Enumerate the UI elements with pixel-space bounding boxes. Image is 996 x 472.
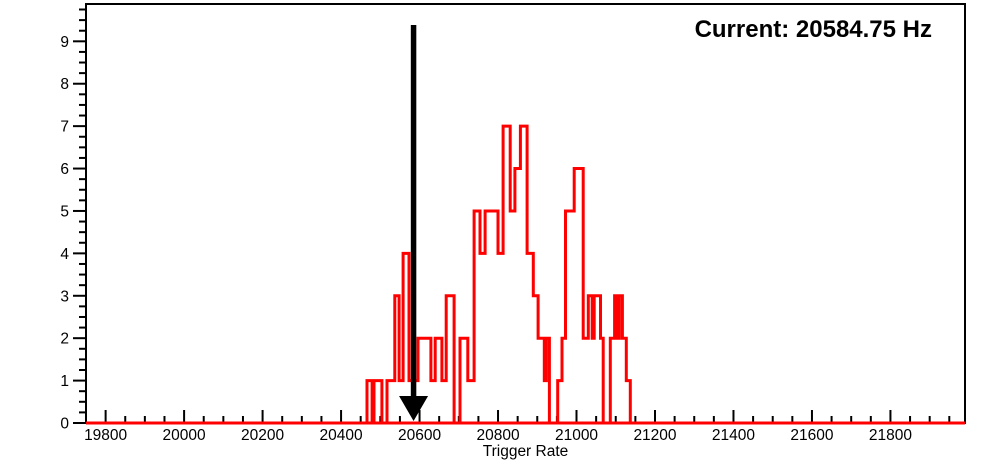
y-tick-label: 2 (60, 331, 69, 348)
x-tick-label: 21600 (790, 427, 833, 444)
histogram-line (365, 124, 632, 425)
y-tick-label: 1 (60, 373, 69, 390)
y-tick-label: 9 (60, 34, 69, 51)
x-tick-label: 20600 (398, 427, 441, 444)
y-tick-label: 7 (60, 119, 69, 136)
x-tick-label: 21400 (712, 427, 755, 444)
x-tick-label: 21200 (633, 427, 676, 444)
y-tick-label: 3 (60, 288, 69, 305)
x-tick-label: 21800 (869, 427, 912, 444)
y-tick-label: 5 (60, 203, 69, 220)
y-tick-label: 0 (60, 416, 69, 433)
x-tick-label: 20200 (241, 427, 284, 444)
x-tick-label: 20400 (320, 427, 363, 444)
x-tick-label: 21000 (555, 427, 598, 444)
plot-frame (85, 3, 966, 424)
y-tick-label: 6 (60, 161, 69, 178)
x-tick-label: 19800 (84, 427, 127, 444)
x-tick-label: 20000 (163, 427, 206, 444)
current-rate-label: Current: 20584.75 Hz (694, 16, 932, 43)
x-tick-label: 20800 (476, 427, 519, 444)
current-rate-arrow-head (399, 396, 429, 421)
x-axis-title: Trigger Rate (482, 443, 569, 460)
y-tick-label: 4 (60, 246, 69, 263)
y-tick-label: 8 (60, 76, 69, 93)
